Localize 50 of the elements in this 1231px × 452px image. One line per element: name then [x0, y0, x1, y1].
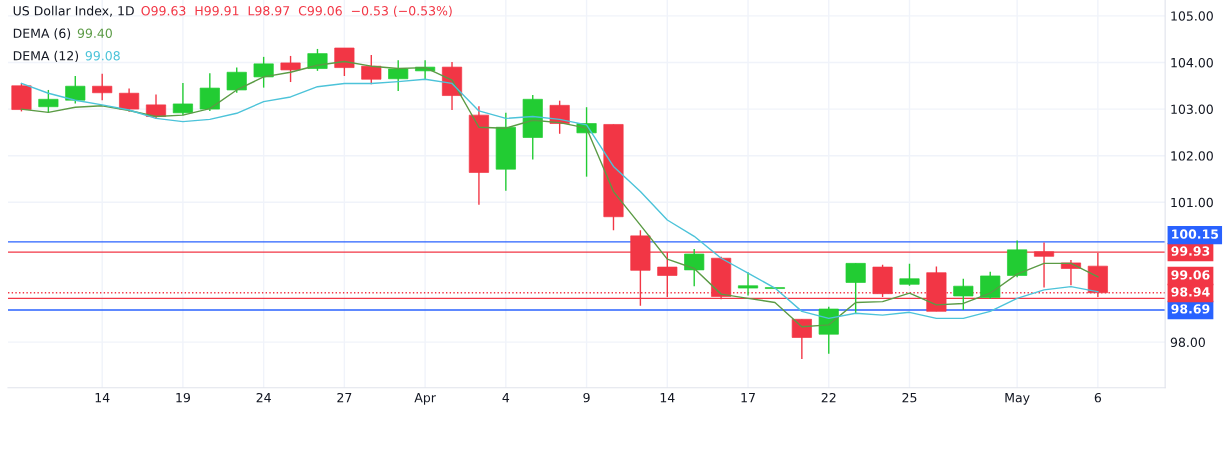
- y-tick-label: 104.00: [1171, 57, 1213, 68]
- x-tick-label: 4: [502, 393, 510, 403]
- x-tick-label: 24: [256, 392, 271, 403]
- x-tick-label: 17: [741, 393, 755, 403]
- candlestick: [280, 55, 301, 83]
- x-tick-label: 27: [337, 392, 352, 403]
- candlestick: [953, 278, 974, 311]
- annotation: 99.08: [85, 51, 120, 61]
- candlestick: [172, 82, 193, 116]
- x-tick-label: 6: [1094, 392, 1102, 403]
- x-tick-label: 22: [821, 392, 836, 403]
- candlestick: [791, 318, 812, 360]
- ref-line-label: 98.94: [1171, 287, 1210, 297]
- x-tick-label: 25: [902, 392, 917, 403]
- candlestick: [845, 262, 866, 314]
- candlestick: [11, 82, 32, 113]
- y-tick-label: 103.00: [1171, 104, 1213, 114]
- candlestick: [65, 75, 86, 105]
- annotation: DEMA (12): [13, 50, 79, 62]
- x-tick-label: May: [1005, 393, 1030, 405]
- candlestick: [38, 89, 59, 114]
- candlestick: [92, 72, 113, 101]
- x-tick-label: 14: [95, 393, 110, 403]
- x-tick-label: 14: [660, 393, 675, 403]
- candlestick: [199, 72, 220, 112]
- x-tick-label: 19: [176, 392, 190, 403]
- candlestick: [119, 87, 140, 113]
- y-tick-label: 98.00: [1170, 337, 1205, 348]
- x-tick-label: 9: [583, 392, 590, 403]
- ref-line-label: 100.15: [1172, 229, 1219, 239]
- y-tick-label: 101.00: [1171, 197, 1213, 208]
- x-tick-label: Apr: [414, 393, 436, 405]
- y-tick-label: 105.00: [1171, 11, 1213, 21]
- ref-line-label: 98.69: [1171, 304, 1210, 314]
- candlestick: [226, 66, 247, 94]
- ref-line-label: 99.93: [1171, 246, 1210, 256]
- candlestick: [361, 54, 382, 86]
- chart-title: US Dollar Index, 1D: [13, 5, 134, 17]
- candlestick: [334, 47, 355, 77]
- annotation: 99.40: [77, 28, 112, 38]
- candlestick: [388, 59, 409, 92]
- candlestick: [980, 271, 1001, 300]
- chart-subtitle: O99.63 H99.91 L98.97 C99.06 −0.53 (−0.53%): [141, 5, 452, 17]
- candlestick: [253, 56, 274, 89]
- y-tick-label: 102.00: [1171, 151, 1213, 161]
- candlestick: [684, 248, 705, 287]
- annotation: DEMA (6): [13, 28, 71, 40]
- candlestick: [899, 263, 920, 287]
- candlestick: [738, 271, 759, 297]
- legend-label: 99.06: [1171, 270, 1210, 280]
